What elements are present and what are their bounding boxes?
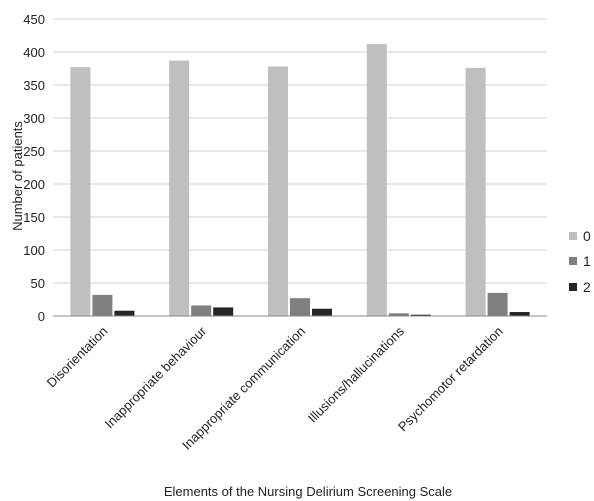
bar-disorientation-series-1: [92, 294, 113, 316]
gridlines: [53, 18, 547, 284]
y-axis-title: Number of patients: [10, 121, 25, 231]
y-tick-labels: 0 50 100 150 200 250 300 350 400 450: [23, 12, 45, 324]
bar-inappropriate-behaviour-series-0: [169, 60, 190, 316]
legend-label-2: 2: [583, 279, 591, 295]
bars: [70, 44, 530, 317]
bar-disorientation-series-2: [114, 310, 135, 316]
y-tick-label: 400: [23, 45, 45, 60]
bar-inappropriate-communication-series-0: [268, 66, 288, 317]
y-tick-label: 0: [38, 309, 45, 324]
y-tick-label: 250: [23, 144, 45, 159]
bar-psychomotor-retardation-series-2: [509, 312, 530, 316]
bar-inappropriate-behaviour-series-2: [213, 307, 234, 316]
legend-swatch-1: [569, 257, 577, 265]
bar-inappropriate-communication-series-1: [290, 298, 310, 316]
y-tick-label: 450: [23, 12, 45, 27]
x-tick-label: Inappropriate behaviour: [102, 323, 210, 431]
x-tick-label: Illusions/hallucinations: [305, 323, 407, 425]
bar-psychomotor-retardation-series-0: [465, 67, 486, 316]
bar-inappropriate-behaviour-series-1: [191, 305, 212, 316]
bar-psychomotor-retardation-series-1: [487, 292, 508, 316]
legend: 0 1 2: [569, 228, 591, 295]
legend-label-0: 0: [583, 228, 591, 244]
legend-swatch-2: [569, 283, 577, 291]
bar-disorientation-series-0: [70, 67, 91, 317]
x-tick-label: Disorientation: [44, 324, 111, 391]
y-tick-label: 350: [23, 78, 45, 93]
y-tick-label: 200: [23, 177, 45, 192]
bar-illusions-hallucinations-series-0: [366, 44, 387, 317]
bar-inappropriate-communication-series-2: [312, 308, 332, 316]
bar-illusions-hallucinations-series-1: [388, 313, 409, 316]
x-tick-label: Psychomotor retardation: [395, 324, 506, 435]
bar-illusions-hallucinations-series-2: [410, 314, 431, 316]
x-axis-title: Elements of the Nursing Delirium Screeni…: [164, 484, 452, 499]
y-tick-label: 50: [31, 276, 45, 291]
legend-label-1: 1: [583, 253, 591, 269]
y-tick-label: 100: [23, 243, 45, 258]
y-tick-label: 150: [23, 210, 45, 225]
legend-swatch-0: [569, 232, 577, 240]
y-tick-label: 300: [23, 111, 45, 126]
